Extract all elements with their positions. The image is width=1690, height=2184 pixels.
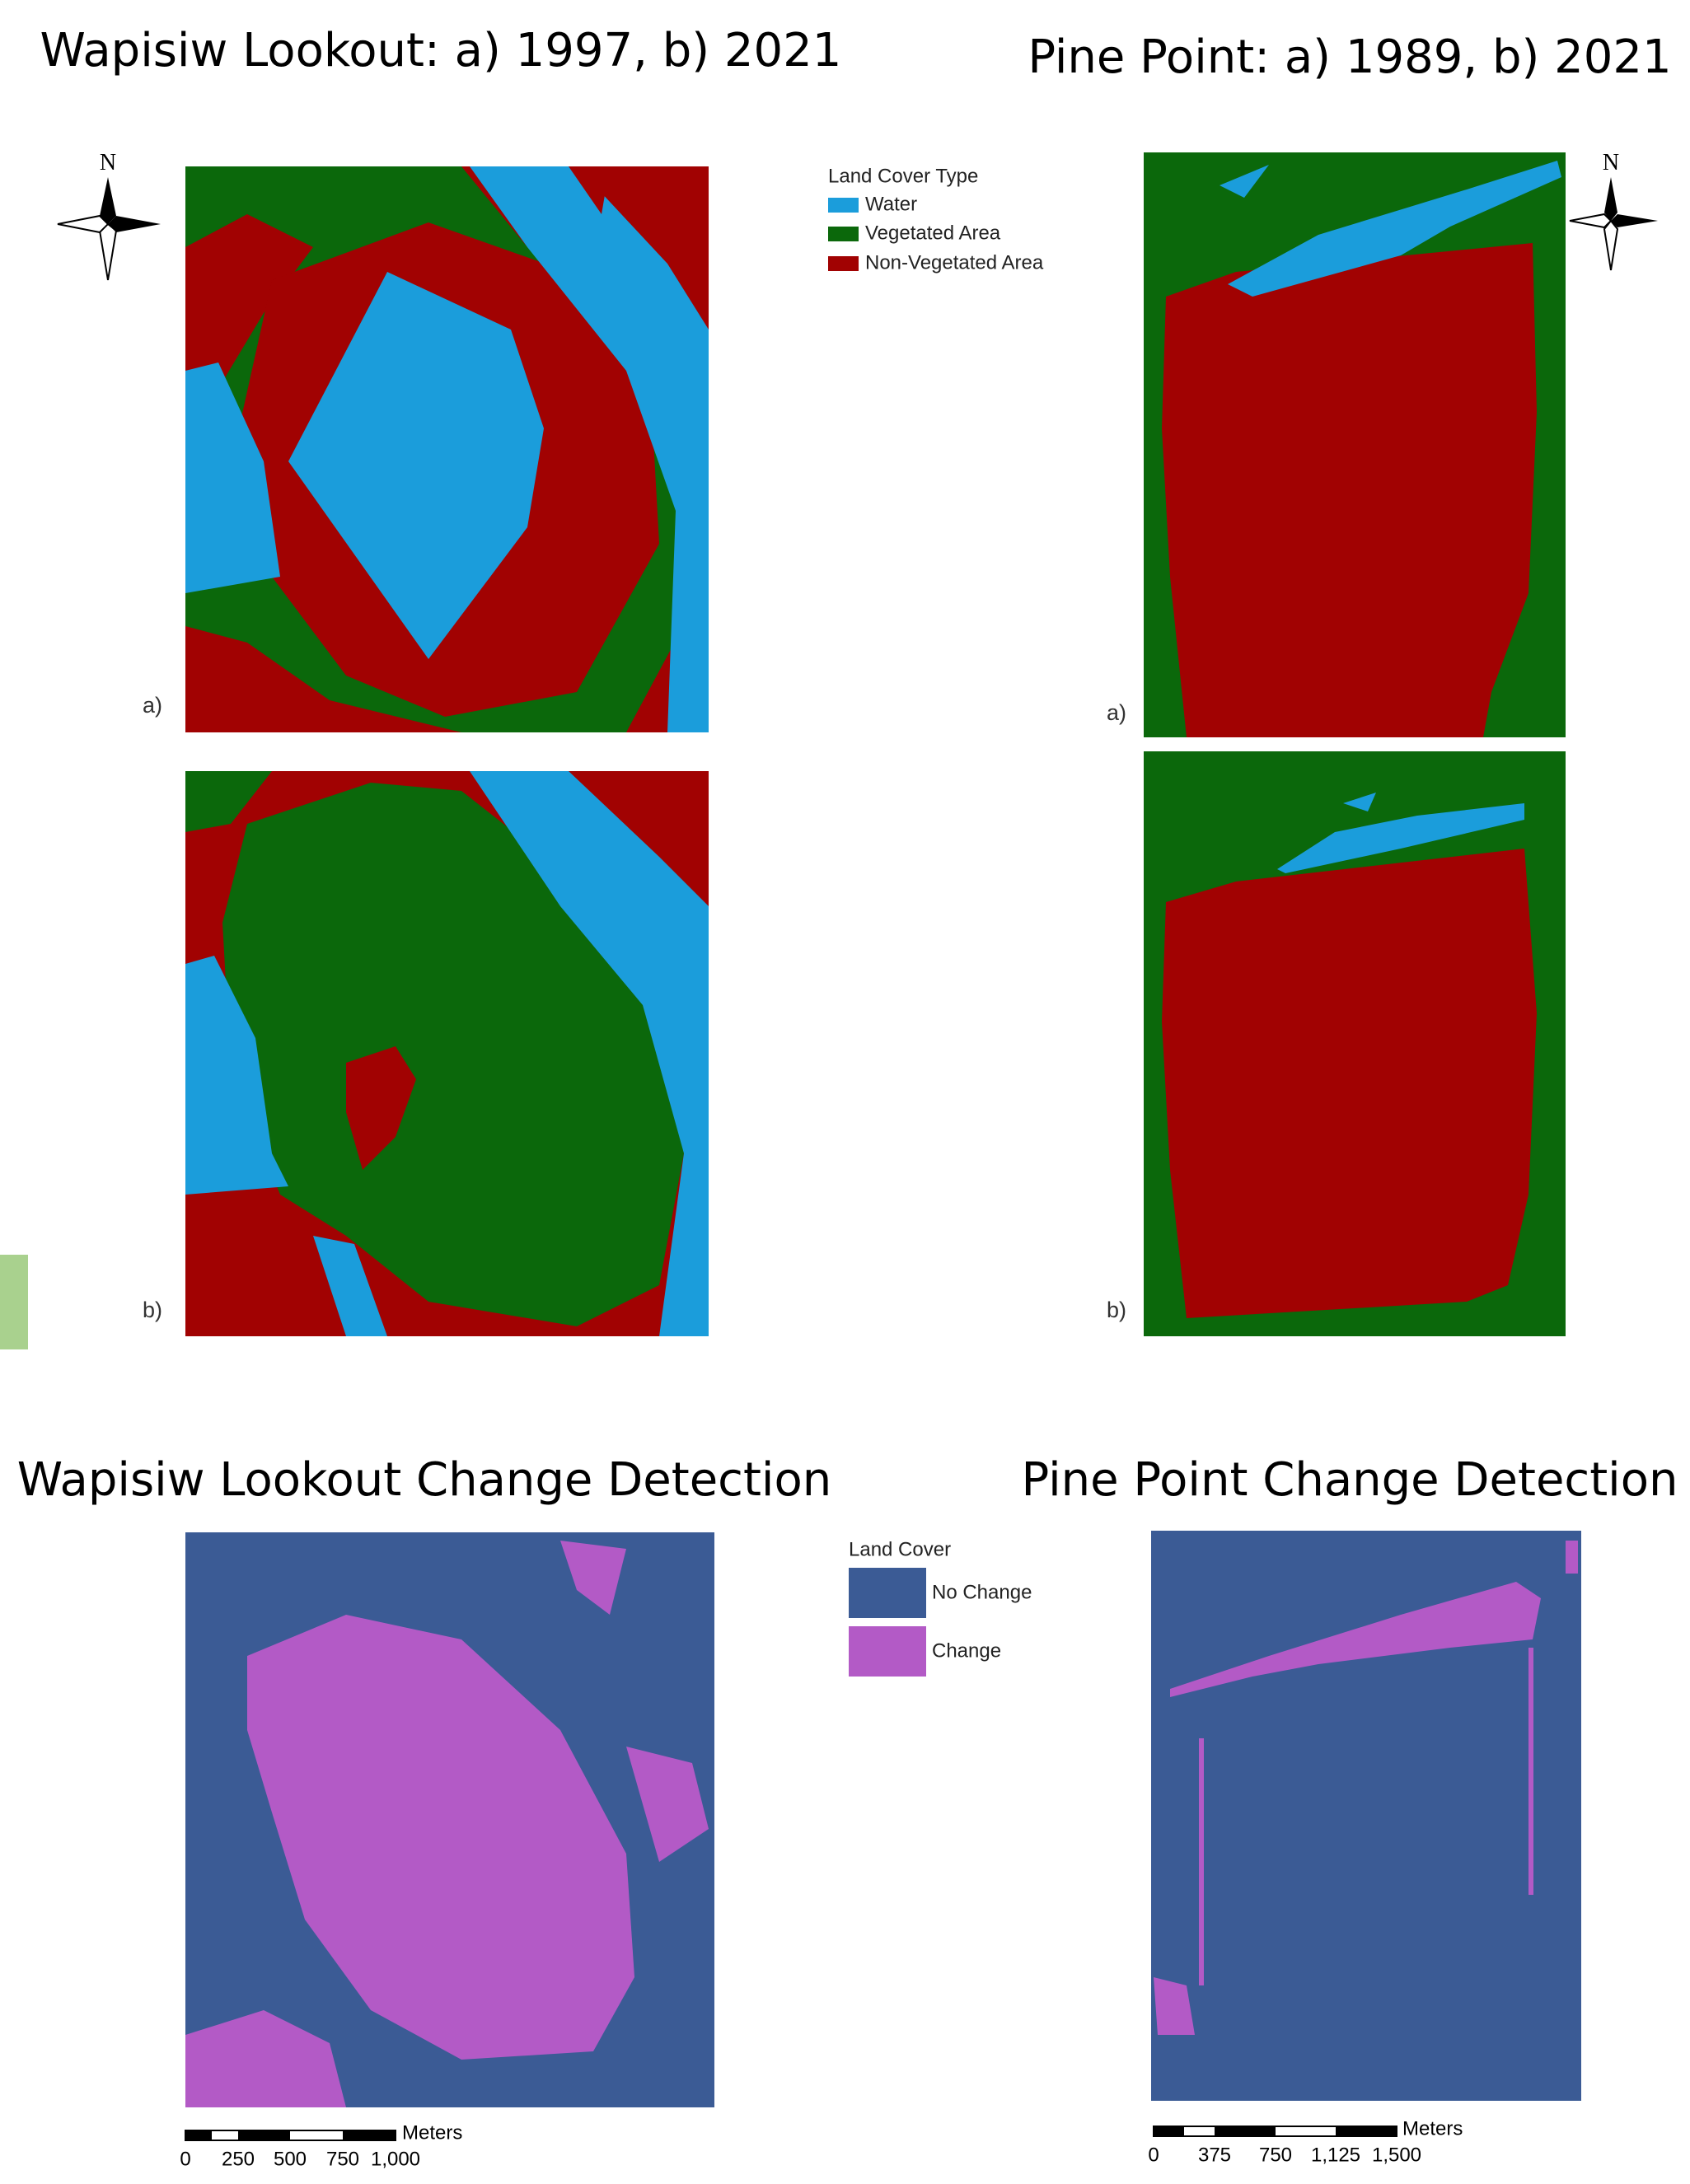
- legend: Land Cover Type Water Vegetated Area Non…: [828, 165, 1044, 274]
- legend-label: Vegetated Area: [865, 222, 1001, 244]
- figure: Wapisiw Lookout: a) 1997, b) 2021 Pine P…: [0, 0, 1690, 2184]
- panel-label: b): [1107, 1298, 1126, 1322]
- scale-unit: Meters: [1402, 2117, 1463, 2140]
- scale-label: 1,000: [371, 2148, 420, 2170]
- scale-bar: Meters 0 250 500 750 1,000: [180, 2121, 462, 2170]
- legend-swatch: [828, 256, 859, 271]
- legend-label: Change: [932, 1639, 1001, 1662]
- map-area: [1162, 243, 1537, 737]
- scale-label: 375: [1198, 2144, 1231, 2166]
- scale-label: 1,125: [1311, 2144, 1360, 2166]
- land-cover-map: [1144, 751, 1566, 1336]
- scale-label: 0: [1148, 2144, 1159, 2166]
- legend-title: Land Cover: [849, 1538, 951, 1560]
- map-area: [1528, 1648, 1533, 1895]
- land-cover-map: [185, 771, 709, 1336]
- panel-label: a): [1107, 700, 1126, 725]
- map-area: [1199, 1738, 1204, 1985]
- panel-label: b): [143, 1298, 162, 1322]
- legend-swatch: [828, 227, 859, 241]
- legend: Land Cover No Change Change: [849, 1538, 1032, 1677]
- land-cover-map: [185, 166, 709, 732]
- north-arrow: N: [58, 150, 161, 280]
- legend-swatch: [849, 1568, 926, 1618]
- legend-swatch: [849, 1626, 926, 1677]
- change-map: [1151, 1531, 1581, 2101]
- legend-swatch: [828, 198, 859, 213]
- map-title: Wapisiw Lookout Change Detection: [17, 1453, 831, 1507]
- side-accent: [0, 1255, 28, 1349]
- map-area: [1162, 849, 1537, 1318]
- scale-label: 750: [326, 2148, 359, 2170]
- map-title: Wapisiw Lookout: a) 1997, b) 2021: [40, 24, 842, 77]
- map-area: [1566, 1541, 1578, 1574]
- scale-label: 500: [274, 2148, 307, 2170]
- scale-unit: Meters: [402, 2121, 462, 2144]
- land-cover-map: [1144, 152, 1566, 737]
- panel-label: a): [143, 693, 162, 718]
- change-map: [185, 1532, 714, 2107]
- scale-label: 1,500: [1372, 2144, 1421, 2166]
- north-arrow: N: [1570, 150, 1658, 270]
- legend-label: No Change: [932, 1581, 1032, 1603]
- map-title: Pine Point Change Detection: [1022, 1453, 1678, 1507]
- map-title: Pine Point: a) 1989, b) 2021: [1028, 30, 1671, 84]
- scale-bar: Meters 0 375 750 1,125 1,500: [1148, 2117, 1463, 2166]
- legend-label: Non-Vegetated Area: [865, 251, 1044, 274]
- scale-label: 0: [180, 2148, 190, 2170]
- legend-title: Land Cover Type: [828, 165, 978, 187]
- scale-label: 750: [1259, 2144, 1292, 2166]
- scale-label: 250: [222, 2148, 255, 2170]
- north-label: N: [100, 150, 116, 175]
- north-label: N: [1603, 150, 1619, 175]
- legend-label: Water: [865, 193, 917, 215]
